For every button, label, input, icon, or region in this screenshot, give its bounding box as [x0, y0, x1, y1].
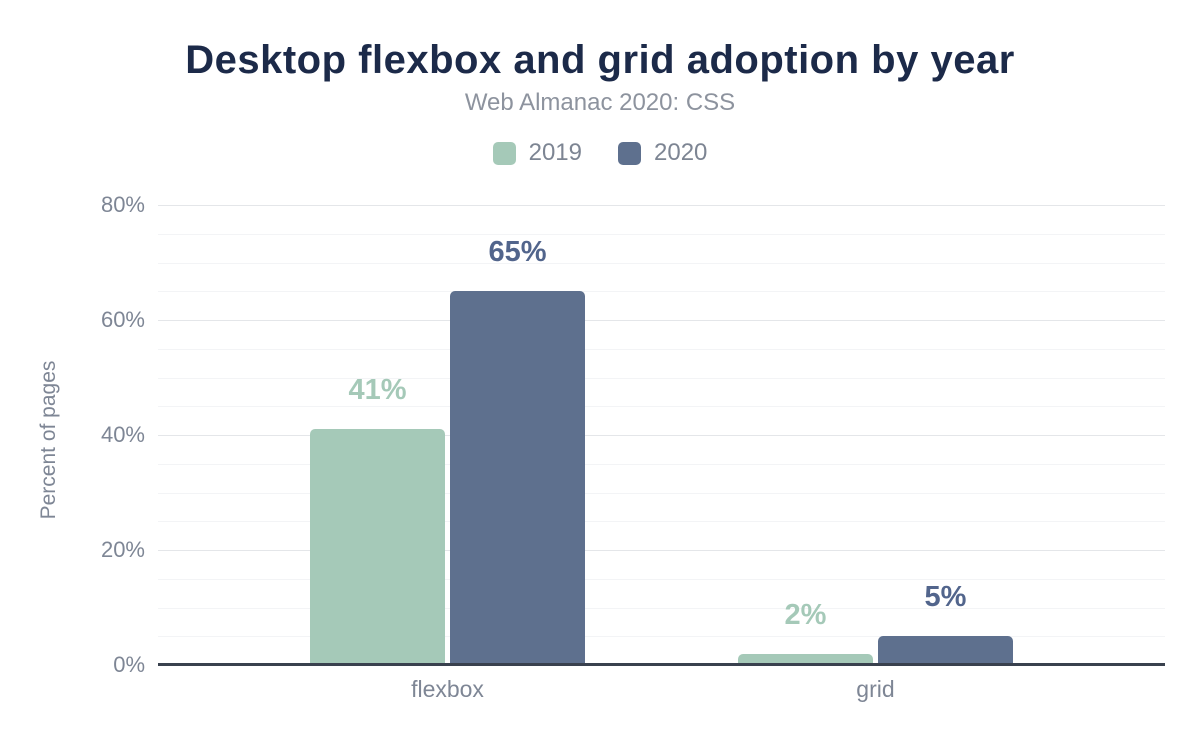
bar-2020-grid: [877, 636, 1013, 665]
x-axis-line: [158, 663, 1165, 666]
bar-2019-flexbox: [310, 429, 445, 665]
gridline-minor: [158, 521, 1165, 523]
gridline-minor: [158, 636, 1165, 638]
legend-label-2019: 2019: [528, 139, 582, 166]
gridline-minor: [158, 492, 1165, 494]
y-axis-title: Percent of pages: [37, 360, 60, 520]
legend-swatch-2020: [618, 141, 641, 165]
value-label-2020-flexbox: 65%: [488, 236, 547, 269]
x-axis-label-flexbox: flexbox: [411, 676, 484, 702]
y-tick-label: 40%: [100, 422, 145, 447]
gridline-minor: [158, 348, 1165, 350]
gridline-major: [158, 320, 1165, 321]
chart-title: Desktop flexbox and grid adoption by yea…: [185, 38, 1015, 82]
y-tick-label: 60%: [100, 307, 145, 332]
gridline-minor: [158, 291, 1165, 293]
gridline-minor: [158, 463, 1165, 465]
x-axis-label-grid: grid: [856, 676, 895, 702]
legend: 2019 2020: [0, 141, 1200, 165]
gridline-minor: [158, 377, 1165, 379]
value-label-2019-grid: 2%: [784, 598, 827, 631]
legend-item-2020: 2020: [618, 141, 707, 165]
legend-label-2020: 2020: [654, 139, 708, 166]
gridline-major: [158, 205, 1165, 206]
plot-area: 41% 65% 2% 5%: [158, 205, 1165, 665]
value-label-2019-flexbox: 41%: [348, 374, 407, 407]
y-tick-label: 0%: [113, 652, 145, 677]
gridline-major: [158, 550, 1165, 551]
gridline-minor: [158, 607, 1165, 609]
gridline-minor: [158, 233, 1165, 235]
gridline-minor: [158, 262, 1165, 264]
chart-subtitle: Web Almanac 2020: CSS: [464, 89, 736, 116]
legend-swatch-2019: [492, 141, 516, 165]
bar-2020-flexbox: [450, 291, 585, 665]
gridline-minor: [158, 406, 1165, 408]
y-tick-label: 80%: [100, 192, 145, 217]
value-label-2020-grid: 5%: [924, 581, 967, 614]
gridline-major: [158, 435, 1165, 436]
y-tick-label: 20%: [100, 537, 145, 562]
legend-item-2019: 2019: [492, 139, 582, 166]
bar-2019-grid: [737, 653, 873, 665]
gridline-minor: [158, 578, 1165, 580]
